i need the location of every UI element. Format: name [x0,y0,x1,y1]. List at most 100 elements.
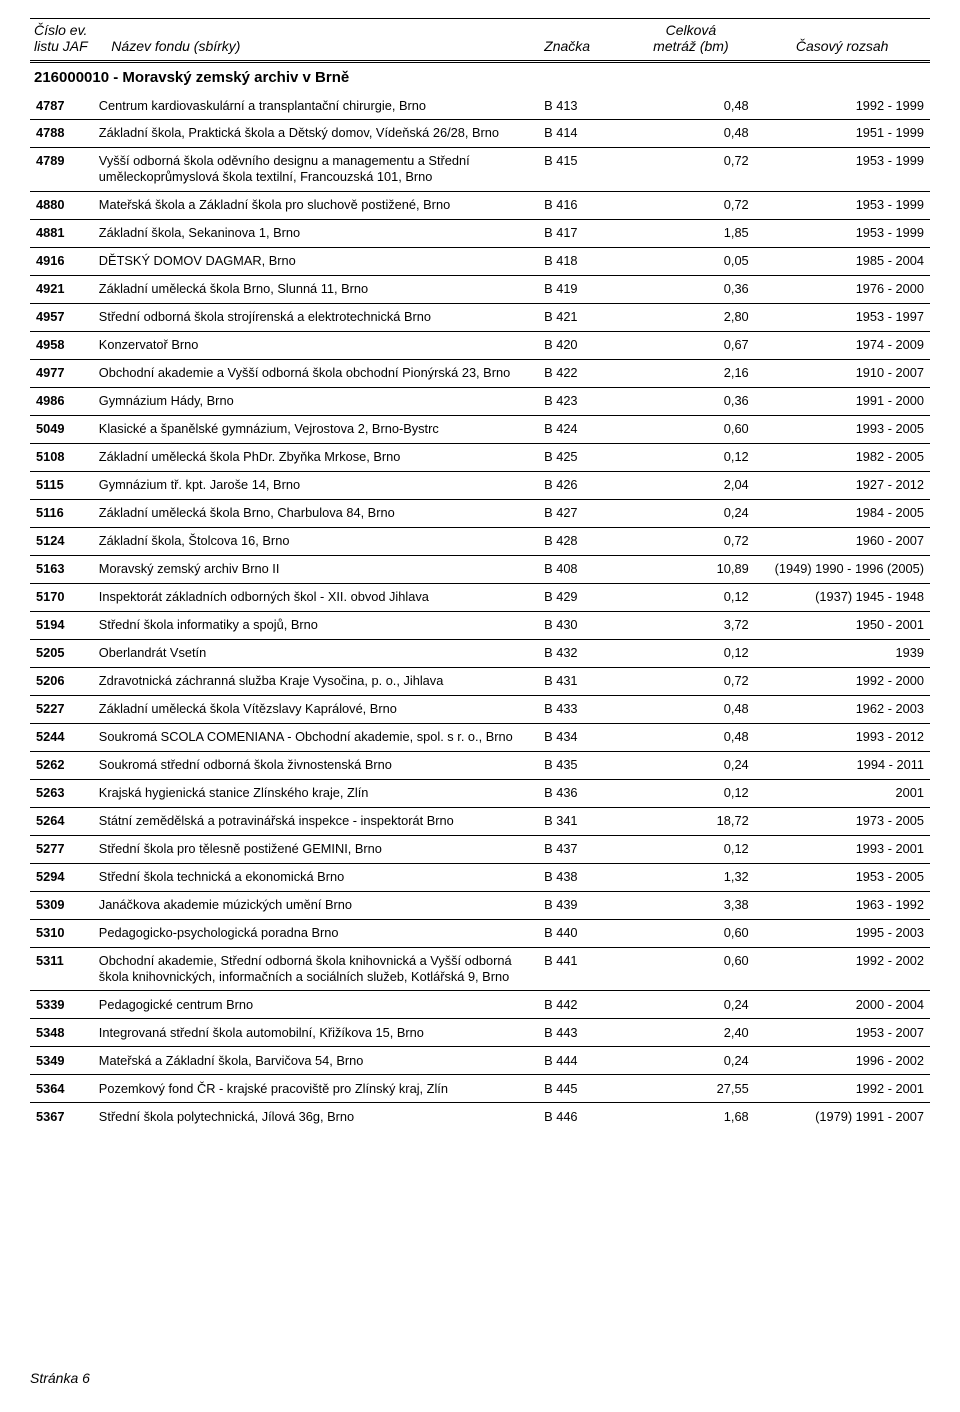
cell-code: B 418 [538,247,627,275]
cell-metr: 0,12 [627,639,755,667]
cell-name: Integrovaná střední škola automobilní, K… [93,1019,538,1047]
cell-time: 1953 - 1999 [755,147,930,191]
cell-name: Inspektorát základních odborných škol - … [93,583,538,611]
cell-metr: 0,72 [627,667,755,695]
cell-code: B 423 [538,387,627,415]
table-row: 5294Střední škola technická a ekonomická… [30,863,930,891]
cell-code: B 444 [538,1047,627,1075]
cell-id: 5108 [30,443,93,471]
cell-id: 5163 [30,555,93,583]
cell-metr: 3,38 [627,891,755,919]
cell-name: Zdravotnická záchranná služba Kraje Vyso… [93,667,538,695]
cell-metr: 0,60 [627,947,755,991]
cell-metr: 2,80 [627,303,755,331]
cell-id: 5348 [30,1019,93,1047]
cell-code: B 422 [538,359,627,387]
cell-metr: 0,36 [627,275,755,303]
cell-metr: 1,32 [627,863,755,891]
cell-code: B 445 [538,1075,627,1103]
cell-time: 1910 - 2007 [755,359,930,387]
table-row: 5367Střední škola polytechnická, Jílová … [30,1103,930,1130]
cell-code: B 428 [538,527,627,555]
table-row: 4916DĚTSKÝ DOMOV DAGMAR, BrnoB 4180,0519… [30,247,930,275]
cell-name: Střední škola pro tělesně postižené GEMI… [93,835,538,863]
cell-metr: 0,72 [627,527,755,555]
cell-code: B 442 [538,991,627,1019]
cell-time: 1927 - 2012 [755,471,930,499]
cell-code: B 417 [538,219,627,247]
cell-id: 5262 [30,751,93,779]
cell-code: B 420 [538,331,627,359]
cell-code: B 408 [538,555,627,583]
cell-id: 5309 [30,891,93,919]
cell-metr: 0,12 [627,835,755,863]
cell-id: 5049 [30,415,93,443]
cell-metr: 0,12 [627,779,755,807]
table-row: 5264Státní zemědělská a potravinářská in… [30,807,930,835]
table-row: 5227Základní umělecká škola Vítězslavy K… [30,695,930,723]
cell-id: 4977 [30,359,93,387]
table-row: 5115Gymnázium tř. kpt. Jaroše 14, BrnoB … [30,471,930,499]
cell-id: 5264 [30,807,93,835]
cell-time: 1993 - 2005 [755,415,930,443]
table-row: 4881Základní škola, Sekaninova 1, BrnoB … [30,219,930,247]
cell-time: 1953 - 1997 [755,303,930,331]
cell-time: 1950 - 2001 [755,611,930,639]
table-row: 5310Pedagogicko-psychologická poradna Br… [30,919,930,947]
cell-name: Konzervatoř Brno [93,331,538,359]
table-row: 4880Mateřská škola a Základní škola pro … [30,191,930,219]
cell-id: 5205 [30,639,93,667]
cell-id: 5367 [30,1103,93,1130]
table-row: 5108Základní umělecká škola PhDr. Zbyňka… [30,443,930,471]
cell-metr: 2,16 [627,359,755,387]
cell-name: Střední škola polytechnická, Jílová 36g,… [93,1103,538,1130]
cell-time: 2000 - 2004 [755,991,930,1019]
cell-metr: 18,72 [627,807,755,835]
table-row: 5309Janáčkova akademie múzických umění B… [30,891,930,919]
cell-metr: 1,85 [627,219,755,247]
cell-id: 5116 [30,499,93,527]
cell-code: B 429 [538,583,627,611]
hdr-id-l2: listu JAF [34,38,88,54]
cell-id: 4788 [30,119,93,147]
cell-name: Gymnázium tř. kpt. Jaroše 14, Brno [93,471,538,499]
cell-metr: 27,55 [627,1075,755,1103]
cell-metr: 0,12 [627,443,755,471]
cell-id: 5206 [30,667,93,695]
cell-name: Obchodní akademie a Vyšší odborná škola … [93,359,538,387]
cell-time: 1953 - 1999 [755,191,930,219]
hdr-time: Časový rozsah [754,19,930,62]
table-row: 5311Obchodní akademie, Střední odborná š… [30,947,930,991]
cell-metr: 2,40 [627,1019,755,1047]
table-row: 4977Obchodní akademie a Vyšší odborná šk… [30,359,930,387]
cell-metr: 10,89 [627,555,755,583]
cell-code: B 439 [538,891,627,919]
cell-name: Obchodní akademie, Střední odborná škola… [93,947,538,991]
cell-time: (1949) 1990 - 1996 (2005) [755,555,930,583]
table-row: 5244Soukromá SCOLA COMENIANA - Obchodní … [30,723,930,751]
cell-metr: 2,04 [627,471,755,499]
cell-id: 4881 [30,219,93,247]
cell-id: 5170 [30,583,93,611]
cell-time: 1991 - 2000 [755,387,930,415]
table-row: 5364Pozemkový fond ČR - krajské pracoviš… [30,1075,930,1103]
cell-time: 1992 - 2002 [755,947,930,991]
cell-id: 4789 [30,147,93,191]
table-row: 4957Střední odborná škola strojírenská a… [30,303,930,331]
cell-name: Základní umělecká škola Vítězslavy Kaprá… [93,695,538,723]
cell-id: 4921 [30,275,93,303]
cell-code: B 438 [538,863,627,891]
cell-time: 1992 - 2000 [755,667,930,695]
hdr-id-l1: Číslo ev. [34,22,87,38]
cell-name: Střední škola technická a ekonomická Brn… [93,863,538,891]
cell-id: 5263 [30,779,93,807]
cell-id: 5311 [30,947,93,991]
cell-time: 1939 [755,639,930,667]
data-table: 4787Centrum kardiovaskulární a transplan… [30,92,930,1130]
cell-time: (1937) 1945 - 1948 [755,583,930,611]
table-row: 5262Soukromá střední odborná škola živno… [30,751,930,779]
cell-metr: 0,48 [627,119,755,147]
cell-code: B 434 [538,723,627,751]
table-row: 4986Gymnázium Hády, BrnoB 4230,361991 - … [30,387,930,415]
cell-name: Státní zemědělská a potravinářská inspek… [93,807,538,835]
